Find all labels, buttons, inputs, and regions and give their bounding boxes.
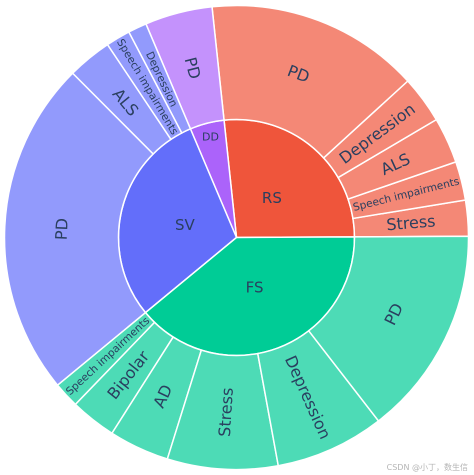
watermark: CSDN @小丁，数生信 xyxy=(386,463,468,472)
leaf-label-fs-stress: Stress xyxy=(215,387,237,437)
leaf-label-sv-pd: PD xyxy=(52,218,72,241)
parent-label-fs: FS xyxy=(246,278,264,296)
parent-label-rs: RS xyxy=(262,189,282,207)
sector-rs-pd[interactable] xyxy=(211,4,409,159)
parent-label-dd: DD xyxy=(202,130,219,143)
leaf-label-rs-stress: Stress xyxy=(386,211,437,234)
leaf-label-dd-pd: PD xyxy=(181,55,205,81)
parent-label-sv: SV xyxy=(175,216,196,234)
sector-sv-pd[interactable] xyxy=(3,72,155,387)
sector-fs-pd[interactable] xyxy=(307,235,470,423)
